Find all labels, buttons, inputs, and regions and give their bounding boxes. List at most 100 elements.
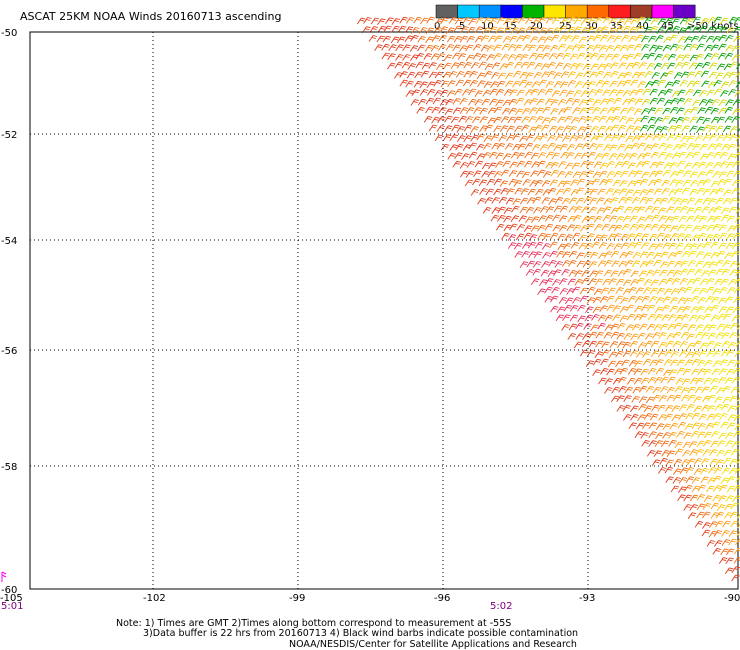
wind-barb [632,126,642,133]
wind-barb [738,453,740,457]
wind-barb [614,368,623,376]
wind-barb [616,18,626,26]
wind-barb [720,90,729,97]
wind-barb [541,243,551,250]
wind-barb [683,98,693,105]
graticule [30,31,738,589]
wind-barb [502,153,512,160]
wind-barb [624,206,633,214]
wind-barb [513,242,523,250]
wind-barb [710,180,720,188]
wind-barb [528,234,538,241]
wind-barb [718,432,727,440]
wind-barb [559,89,568,97]
wind-barb [663,162,673,169]
wind-barb [701,386,710,394]
wind-barb [647,107,657,114]
wind-barb [607,287,617,295]
wind-barb [641,44,650,51]
wind-barb [702,134,711,142]
wind-barb [556,188,565,196]
wind-barb [558,25,568,33]
wind-barb [660,251,669,259]
wind-barb [638,62,647,69]
wind-barb [627,180,636,187]
wind-barb [617,270,627,277]
wind-barb [691,485,701,493]
legend-color-box [522,4,545,19]
wind-barb [661,179,670,187]
wind-barb [544,286,553,294]
wind-barb [490,214,500,222]
wind-barb [495,161,504,168]
wind-barb [562,63,572,70]
legend-color-box [673,4,696,19]
wind-barb [731,376,740,384]
wind-barb [507,44,517,51]
lon-label-102: -102 [143,593,166,604]
lat-label-56: -56 [1,346,17,357]
wind-barb [649,25,659,33]
wind-barb [593,34,602,42]
legend-color-box [435,4,458,19]
wind-barb [726,485,736,493]
wind-barb [521,124,530,132]
wind-barb [468,98,477,106]
wind-barb [634,360,643,368]
wind-barb [600,367,609,375]
wind-barb [628,422,638,430]
wind-barb [557,170,566,178]
wind-barb [610,395,620,403]
wind-barb [584,52,593,60]
wind-barb [696,43,705,51]
wind-barb [622,279,632,287]
wind-barb [549,250,558,258]
wind-barb [571,162,581,170]
wind-barb [634,305,643,313]
wind-barb [639,189,648,196]
wind-barb [649,88,658,96]
wind-barb [655,161,665,169]
wind-barb [729,260,739,268]
wind-barb [662,423,671,431]
wind-barb [438,107,447,114]
wind-barb [606,295,615,303]
wind-barb [623,18,633,25]
lat-label-52: -52 [1,130,17,141]
wind-barb [502,36,512,43]
wind-barb [454,17,464,25]
wind-barb [516,170,525,178]
wind-barb [531,26,540,34]
wind-barb [488,162,497,170]
wind-barb [711,368,721,376]
wind-barb [620,107,629,115]
wind-barb [631,197,641,204]
wind-barb [637,142,646,150]
wind-barb [652,332,661,339]
wind-barb [696,511,705,519]
wind-barb [416,106,425,114]
wind-barb [614,295,624,303]
wind-barb [700,70,710,78]
wind-barb [423,115,433,123]
wind-barb [708,125,717,133]
wind-barb [709,458,718,466]
wind-barb [669,43,679,51]
wind-barb [453,25,462,33]
wind-barb [580,152,590,160]
wind-barb [548,116,558,124]
wind-barb [565,90,575,98]
wind-barb [668,314,677,321]
wind-barb [625,324,634,331]
wind-barb [675,378,685,385]
wind-barb [462,144,472,151]
wind-barb [507,242,517,249]
wind-barb [693,405,703,413]
wind-barb [686,333,695,341]
wind-barb [633,368,643,376]
wind-barb [622,25,631,33]
wind-barb [462,17,471,24]
wind-barb [718,242,727,250]
wind-barb [491,142,500,150]
wind-barb [641,171,650,179]
